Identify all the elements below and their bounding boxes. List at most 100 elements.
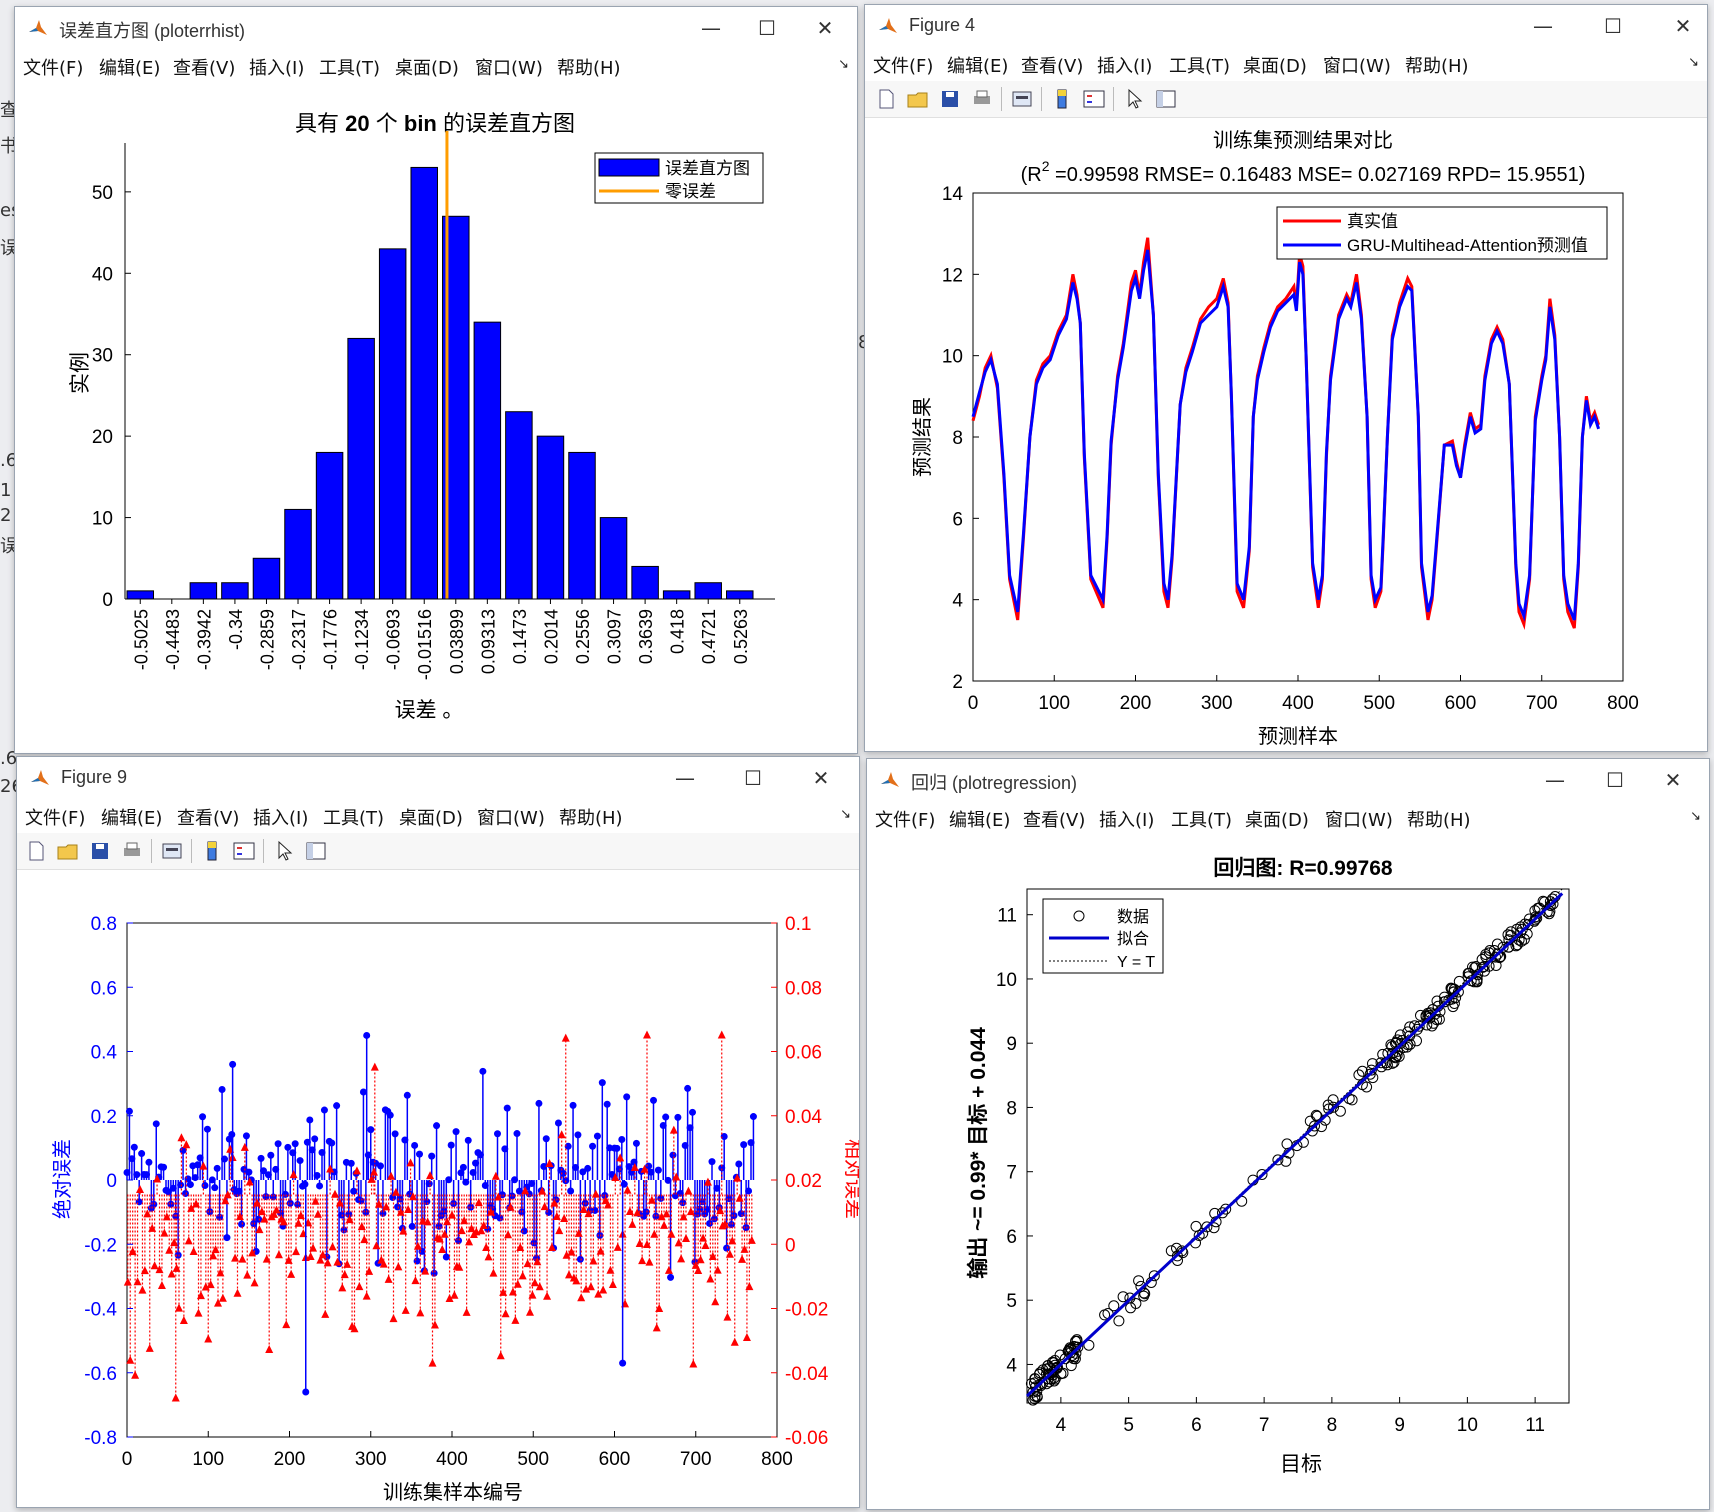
close-button[interactable]: ✕ [812, 766, 830, 790]
menu-insert[interactable]: 插入(I) [249, 58, 305, 79]
title-bar[interactable]: 误差直方图 (ploterrhist) — ☐ ✕ [15, 7, 857, 49]
menu-window[interactable]: 窗口(W) [1323, 56, 1391, 77]
abs-error-marker [167, 1200, 175, 1208]
rel-error-marker [528, 1290, 537, 1299]
maximize-button[interactable]: ☐ [758, 16, 776, 40]
link-figure-icon[interactable] [1009, 87, 1035, 111]
close-button[interactable]: ✕ [1674, 14, 1692, 38]
menu-bar: 文件(F) 编辑(E) 查看(V) 插入(I) 工具(T) 桌面(D) 窗口(W… [15, 49, 857, 81]
regression-window[interactable]: 回归 (plotregression) — ☐ ✕ 文件(F) 编辑(E) 查看… [866, 758, 1710, 1510]
menu-desktop[interactable]: 桌面(D) [395, 58, 459, 79]
minimize-button[interactable]: — [675, 766, 695, 790]
print-icon[interactable] [969, 87, 995, 111]
menu-view[interactable]: 查看(V) [173, 58, 236, 79]
abs-error-marker [654, 1166, 662, 1174]
link-figure-icon[interactable] [159, 839, 185, 863]
toolbar-toggle-icon[interactable]: ↘ [838, 57, 849, 72]
open-folder-icon[interactable] [905, 87, 931, 111]
background-text: 8 [858, 332, 869, 353]
x-tick-label: 10 [1457, 1415, 1478, 1436]
close-button[interactable]: ✕ [816, 16, 834, 40]
maximize-button[interactable]: ☐ [1606, 768, 1624, 792]
menu-desktop[interactable]: 桌面(D) [399, 808, 463, 829]
menu-edit[interactable]: 编辑(E) [101, 808, 163, 829]
menu-file[interactable]: 文件(F) [873, 56, 934, 77]
menu-tools[interactable]: 工具(T) [319, 58, 381, 79]
menu-desktop[interactable]: 桌面(D) [1245, 810, 1309, 831]
rel-error-marker [638, 1256, 647, 1265]
new-file-icon[interactable] [23, 839, 49, 863]
abs-error-marker [269, 1193, 277, 1201]
legend-icon[interactable] [1081, 87, 1107, 111]
menu-tools[interactable]: 工具(T) [1171, 810, 1233, 831]
menu-file[interactable]: 文件(F) [25, 808, 86, 829]
x-axis-label: 目标 [1280, 1453, 1322, 1476]
menu-help[interactable]: 帮助(H) [559, 808, 623, 829]
cursor-icon[interactable] [271, 839, 297, 863]
open-folder-icon[interactable] [55, 839, 81, 863]
menu-window[interactable]: 窗口(W) [1325, 810, 1393, 831]
maximize-button[interactable]: ☐ [1604, 14, 1622, 38]
x-tick-label: 0.5263 [731, 609, 751, 664]
print-icon[interactable] [119, 839, 145, 863]
minimize-button[interactable]: — [1545, 768, 1565, 792]
menu-help[interactable]: 帮助(H) [1405, 56, 1469, 77]
abs-error-marker [306, 1116, 314, 1124]
histogram-window[interactable]: 误差直方图 (ploterrhist) — ☐ ✕ 文件(F) 编辑(E) 查看… [14, 6, 858, 754]
menu-help[interactable]: 帮助(H) [557, 58, 621, 79]
histogram-bar [726, 590, 754, 600]
property-editor-icon[interactable] [303, 839, 329, 863]
maximize-button[interactable]: ☐ [744, 766, 762, 790]
menu-insert[interactable]: 插入(I) [253, 808, 309, 829]
figure4-window[interactable]: Figure 4 — ☐ ✕ 文件(F) 编辑(E) 查看(V) 插入(I) 工… [864, 4, 1708, 752]
menu-desktop[interactable]: 桌面(D) [1243, 56, 1307, 77]
rel-error-marker [157, 1281, 166, 1290]
close-button[interactable]: ✕ [1664, 768, 1682, 792]
menu-insert[interactable]: 插入(I) [1099, 810, 1155, 831]
figure9-window[interactable]: Figure 9 — ☐ ✕ 文件(F) 编辑(E) 查看(V) 插入(I) 工… [16, 756, 860, 1508]
rel-error-marker [643, 1240, 651, 1249]
legend-label: GRU-Multihead-Attention预测值 [1347, 236, 1588, 255]
menu-window[interactable]: 窗口(W) [475, 58, 543, 79]
menu-edit[interactable]: 编辑(E) [949, 810, 1011, 831]
menu-insert[interactable]: 插入(I) [1097, 56, 1153, 77]
menu-view[interactable]: 查看(V) [1021, 56, 1084, 77]
menu-help[interactable]: 帮助(H) [1407, 810, 1471, 831]
menu-tools[interactable]: 工具(T) [323, 808, 385, 829]
menu-window[interactable]: 窗口(W) [477, 808, 545, 829]
legend-icon[interactable] [231, 839, 257, 863]
title-bar[interactable]: Figure 4 — ☐ ✕ [865, 5, 1707, 47]
rel-error-marker [633, 1208, 642, 1217]
save-icon[interactable] [87, 839, 113, 863]
colorbar-icon[interactable] [1049, 87, 1075, 111]
toolbar-toggle-icon[interactable]: ↘ [1688, 55, 1699, 70]
property-editor-icon[interactable] [1153, 87, 1179, 111]
abs-error-marker [442, 1253, 450, 1261]
menu-edit[interactable]: 编辑(E) [99, 58, 161, 79]
title-bar[interactable]: 回归 (plotregression) — ☐ ✕ [867, 759, 1709, 801]
minimize-button[interactable]: — [1533, 14, 1553, 38]
menu-view[interactable]: 查看(V) [177, 808, 240, 829]
minimize-button[interactable]: — [701, 16, 721, 40]
x-tick-label: -0.1234 [352, 609, 372, 670]
save-icon[interactable] [937, 87, 963, 111]
toolbar-toggle-icon[interactable]: ↘ [1690, 809, 1701, 824]
toolbar-toggle-icon[interactable]: ↘ [840, 807, 851, 822]
menu-file[interactable]: 文件(F) [23, 58, 84, 79]
rel-error-marker [623, 1185, 632, 1194]
legend: 数据 拟合 Y = T [1042, 898, 1164, 974]
window-title: 回归 (plotregression) [911, 773, 1078, 793]
menu-view[interactable]: 查看(V) [1023, 810, 1086, 831]
y-tick-label: 30 [92, 346, 113, 367]
menu-tools[interactable]: 工具(T) [1169, 56, 1231, 77]
cursor-icon[interactable] [1121, 87, 1147, 111]
title-bar[interactable]: Figure 9 — ☐ ✕ [17, 757, 859, 799]
rel-error-marker [238, 1254, 247, 1263]
menu-edit[interactable]: 编辑(E) [947, 56, 1009, 77]
menu-file[interactable]: 文件(F) [875, 810, 936, 831]
colorbar-icon[interactable] [199, 839, 225, 863]
histogram-bar [378, 248, 407, 600]
rel-error-marker [562, 1250, 571, 1259]
new-file-icon[interactable] [873, 87, 899, 111]
abs-error-marker [428, 1152, 436, 1160]
